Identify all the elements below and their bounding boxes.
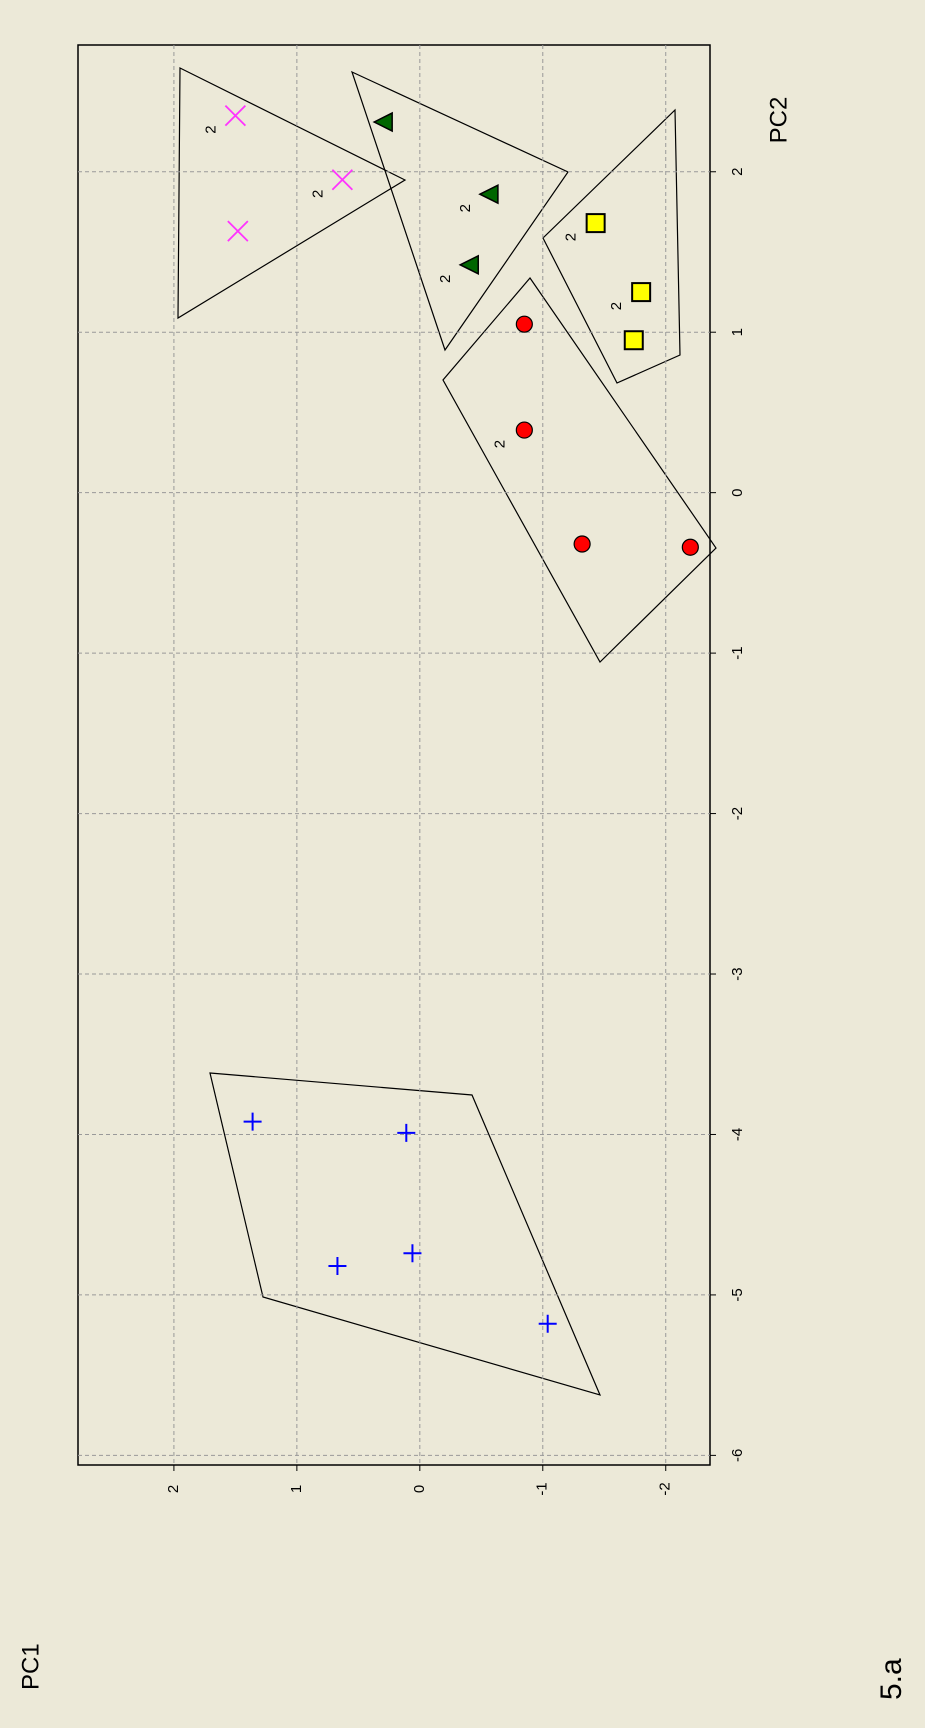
point [631, 282, 652, 303]
y-tick-label: 2 [165, 1485, 182, 1493]
point [397, 1123, 416, 1142]
y-axis-label: PC1 [17, 1643, 44, 1690]
point [515, 421, 533, 439]
point-label: 2 [437, 275, 454, 283]
y-tick-label: -1 [534, 1482, 551, 1495]
point [623, 330, 644, 351]
hull [350, 70, 569, 352]
plot-frame [77, 44, 711, 1466]
x-tick-label: -6 [729, 1449, 746, 1462]
point [478, 184, 499, 205]
hull [442, 277, 717, 663]
point [403, 1244, 422, 1263]
y-tick-label: 0 [411, 1485, 428, 1493]
x-tick-label: 0 [729, 488, 746, 496]
point-label: 2 [309, 190, 326, 198]
hulls [177, 67, 717, 1396]
x-tick-label: -5 [729, 1288, 746, 1301]
point-label: 2 [608, 302, 625, 310]
point [224, 104, 247, 127]
x-tick-label: 2 [729, 168, 746, 176]
point [681, 538, 699, 556]
point [243, 1112, 262, 1131]
x-tick-label: -4 [729, 1128, 746, 1141]
x-tick-label: 1 [729, 328, 746, 336]
y-tick-label: -2 [657, 1482, 674, 1495]
chart-title: 5.a [875, 1658, 908, 1700]
y-tick-label: 1 [288, 1485, 305, 1493]
point [458, 254, 479, 276]
x-tick-label: -2 [729, 807, 746, 820]
point [515, 315, 533, 333]
point-label: 2 [563, 233, 580, 241]
point-label: 2 [491, 440, 508, 448]
point-label: 2 [457, 204, 474, 212]
x-axis-label: PC2 [765, 97, 792, 144]
point [372, 111, 393, 133]
hull [209, 1072, 602, 1396]
point [573, 535, 591, 553]
point [585, 213, 606, 234]
hull [542, 108, 681, 384]
x-tick-label: -1 [729, 646, 746, 659]
x-tick-label: -3 [729, 967, 746, 980]
point [328, 1257, 347, 1276]
point [538, 1314, 557, 1333]
point-label: 2 [202, 125, 219, 133]
hull [177, 67, 407, 320]
point [331, 169, 353, 191]
point [227, 220, 249, 242]
